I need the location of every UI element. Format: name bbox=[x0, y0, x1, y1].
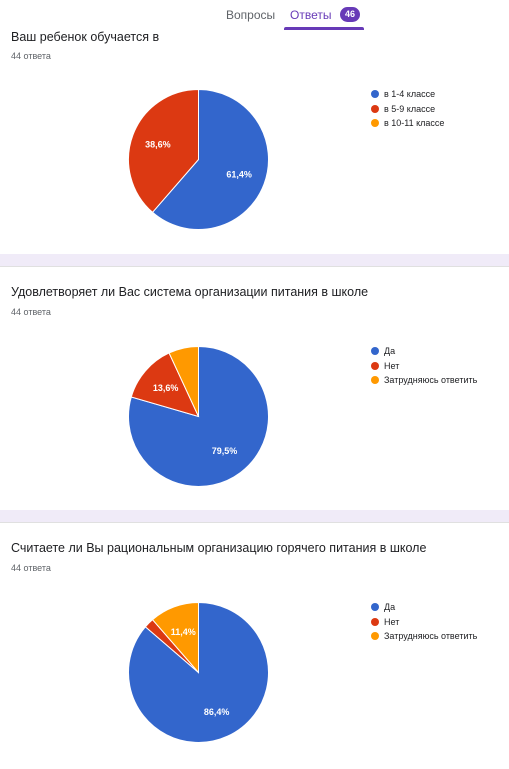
legend-swatch bbox=[371, 119, 379, 128]
legend-swatch bbox=[371, 376, 379, 385]
legend-label: Да bbox=[384, 602, 396, 613]
slice-label: 13,6% bbox=[153, 383, 179, 393]
slice-label: 86,4% bbox=[204, 707, 230, 717]
legend-label: в 10-11 классе bbox=[384, 118, 445, 129]
pie-slice[interactable] bbox=[151, 601, 199, 674]
legend-swatch bbox=[371, 361, 379, 370]
legend: Да Нет Затрудняюсь ответить bbox=[371, 344, 477, 388]
question-title: Ваш ребенок обучается в bbox=[11, 30, 160, 44]
tab-answers[interactable]: Ответы bbox=[290, 8, 332, 22]
slice-label: 79,5% bbox=[212, 446, 238, 456]
legend-label: Нет bbox=[384, 616, 400, 627]
question-title: Удовлетворяет ли Вас система организации… bbox=[11, 285, 369, 299]
pie-slice[interactable] bbox=[151, 88, 269, 230]
slice-label: 38,6% bbox=[145, 139, 171, 149]
legend-label: Затрудняюсь ответить bbox=[384, 375, 478, 386]
response-count: 44 ответа bbox=[11, 51, 51, 61]
card-separator bbox=[0, 254, 509, 266]
legend-label: Да bbox=[384, 346, 396, 357]
pie-chart: 61,4% 38,6% bbox=[128, 88, 269, 230]
active-tab-indicator bbox=[284, 27, 364, 30]
pie-slice[interactable] bbox=[168, 345, 199, 417]
legend-item[interactable]: в 10-11 классе bbox=[371, 116, 444, 131]
pie-slice[interactable] bbox=[128, 88, 199, 214]
legend-swatch bbox=[371, 90, 379, 99]
question-card-2: Удовлетворяет ли Вас система организации… bbox=[0, 266, 509, 510]
question-title: Считаете ли Вы рациональным организацию … bbox=[11, 541, 427, 555]
slice-label: 11,4% bbox=[171, 627, 196, 637]
legend-swatch bbox=[371, 347, 379, 356]
legend-item[interactable]: в 1-4 классе bbox=[371, 87, 444, 102]
tab-bar: Вопросы Ответы 46 bbox=[0, 0, 509, 31]
slice-label: 61,4% bbox=[226, 170, 252, 180]
pie-slice[interactable] bbox=[130, 352, 200, 418]
legend-label: Нет bbox=[384, 360, 400, 371]
legend-item[interactable]: в 5-9 классе bbox=[371, 102, 444, 117]
legend-item[interactable]: Затрудняюсь ответить bbox=[371, 629, 477, 644]
legend-label: в 5-9 классе bbox=[384, 103, 436, 114]
legend-swatch bbox=[371, 603, 379, 612]
legend-item[interactable]: Затрудняюсь ответить bbox=[371, 373, 477, 388]
legend-item[interactable]: Да bbox=[371, 600, 477, 615]
response-count: 44 ответа bbox=[11, 563, 51, 573]
card-separator bbox=[0, 510, 509, 522]
legend-label: в 1-4 классе bbox=[384, 89, 436, 100]
pie-chart: 86,4% 11,4% bbox=[128, 601, 269, 743]
answers-count-badge: 46 bbox=[340, 7, 360, 22]
legend: в 1-4 классе в 5-9 классе в 10-11 классе bbox=[371, 87, 444, 131]
legend-label: Затрудняюсь ответить bbox=[384, 631, 478, 642]
legend-swatch bbox=[371, 632, 379, 641]
legend-item[interactable]: Нет bbox=[371, 359, 477, 374]
legend: Да Нет Затрудняюсь ответить bbox=[371, 600, 477, 644]
legend-swatch bbox=[371, 617, 379, 626]
legend-swatch bbox=[371, 104, 379, 113]
question-card-3: Считаете ли Вы рациональным организацию … bbox=[0, 522, 509, 769]
response-count: 44 ответа bbox=[11, 307, 51, 317]
legend-item[interactable]: Да bbox=[371, 344, 477, 359]
tab-questions[interactable]: Вопросы bbox=[226, 8, 276, 22]
question-card-1: Ваш ребенок обучается в 44 ответа 61,4% 3… bbox=[0, 30, 509, 253]
legend-item[interactable]: Нет bbox=[371, 615, 477, 630]
pie-chart: 79,5% 13,6% bbox=[128, 345, 269, 487]
